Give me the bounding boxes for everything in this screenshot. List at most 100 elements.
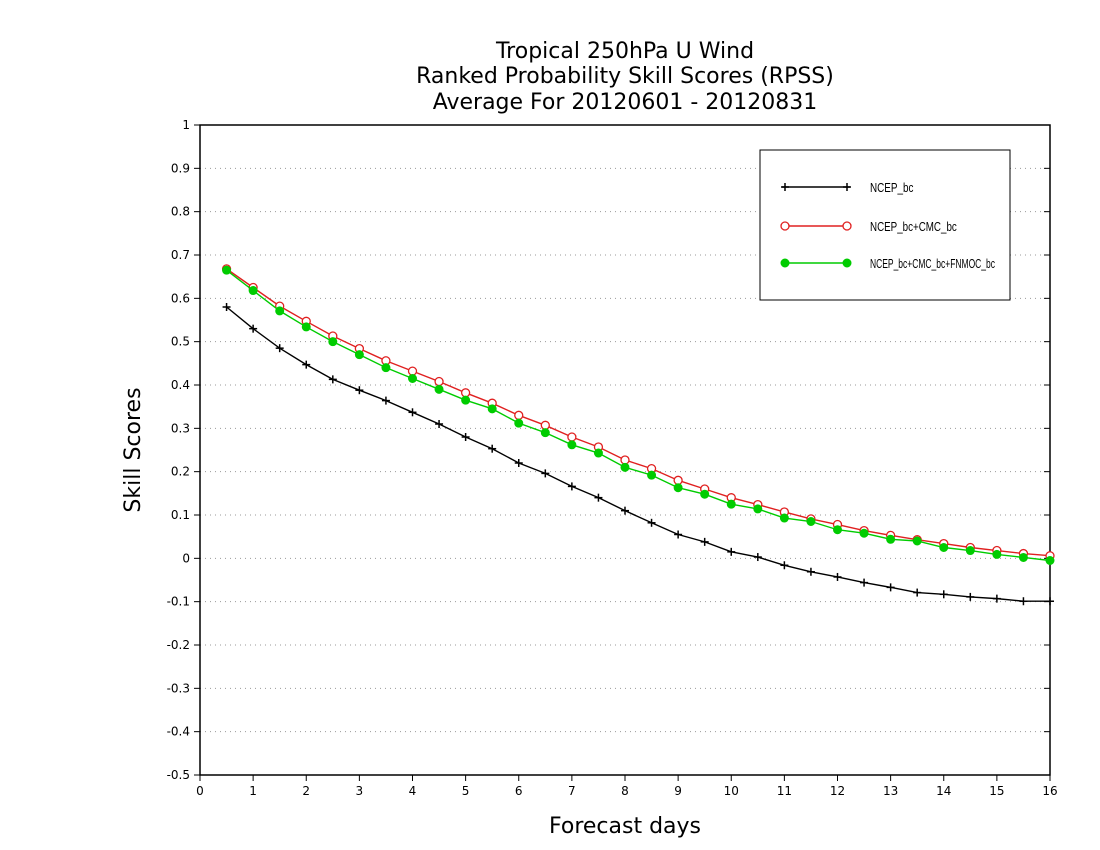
- data-point-plus: [843, 183, 851, 191]
- data-point-filled-circle: [514, 418, 524, 428]
- x-tick-label: 9: [674, 784, 682, 798]
- x-tick-label: 0: [196, 784, 204, 798]
- data-point-plus: [461, 433, 470, 441]
- data-point-plus: [381, 396, 390, 405]
- data-point-plus: [488, 444, 497, 453]
- data-point-filled-circle: [647, 470, 657, 480]
- data-point-plus: [594, 493, 603, 502]
- data-point-filled-circle: [842, 258, 852, 268]
- x-axis-label: Forecast days: [549, 814, 701, 839]
- x-tick-label: 3: [356, 784, 364, 798]
- series-ncep-bc-cmc-bc: [221, 264, 1055, 561]
- data-point-filled-circle: [354, 350, 364, 360]
- chart-title-line: Tropical 250hPa U Wind: [495, 39, 754, 64]
- x-tick-label: 8: [621, 784, 629, 798]
- data-point-filled-circle: [248, 286, 258, 296]
- data-series: [221, 264, 1055, 606]
- data-point-plus: [727, 547, 736, 556]
- data-point-filled-circle: [408, 374, 417, 383]
- legend-entry: NCEP_bc: [781, 180, 914, 195]
- y-tick-label: -0.1: [167, 595, 190, 609]
- y-tick-label: 0.2: [171, 465, 190, 479]
- data-point-plus: [1019, 597, 1028, 606]
- y-tick-label: -0.4: [167, 725, 190, 739]
- data-point-plus: [886, 583, 895, 592]
- data-point-plus: [753, 553, 762, 562]
- data-point-plus: [647, 518, 656, 527]
- y-tick-label: 0: [182, 551, 190, 565]
- data-point-filled-circle: [461, 395, 471, 405]
- data-point-open-circle: [567, 432, 577, 442]
- chart-title-line: Average For 20120601 - 20120831: [433, 90, 818, 115]
- x-tick-label: 12: [830, 784, 845, 798]
- data-point-open-circle: [434, 376, 444, 387]
- series-line: [226, 268, 1051, 557]
- data-point-filled-circle: [779, 513, 789, 523]
- data-point-filled-circle: [328, 337, 338, 347]
- y-tick-label: 0.3: [171, 421, 190, 435]
- legend-entry: NCEP_bc+CMC_bc: [780, 219, 957, 234]
- data-point-plus: [355, 386, 364, 395]
- legend-label: NCEP_bc+CMC_bc: [870, 219, 957, 234]
- legend-label: NCEP_bc+CMC_bc+FNMOC_bc: [870, 256, 995, 271]
- data-point-filled-circle: [806, 517, 816, 526]
- data-point-filled-circle: [434, 384, 444, 394]
- data-point-plus: [408, 408, 417, 417]
- data-point-filled-circle: [886, 534, 896, 544]
- x-tick-label: 13: [883, 784, 898, 798]
- y-tick-label: -0.5: [167, 768, 190, 782]
- data-point-filled-circle: [726, 499, 736, 509]
- y-tick-label: 0.7: [171, 248, 190, 262]
- axes: -0.5 -0.4 -0.3 -0.2 -0.1 0 0.1 0.2 0.3 0.4 0.5 0.6 0…: [121, 118, 1058, 839]
- y-tick-label: 0.5: [171, 335, 190, 349]
- data-point-plus: [833, 572, 842, 581]
- data-point-filled-circle: [965, 546, 975, 556]
- data-point-open-circle: [842, 221, 852, 231]
- data-point-plus: [806, 567, 815, 576]
- data-point-plus: [222, 303, 231, 311]
- data-point-filled-circle: [859, 528, 869, 538]
- data-point-plus: [939, 590, 948, 599]
- data-point-filled-circle: [593, 448, 603, 458]
- data-point-plus: [913, 588, 922, 597]
- data-point-filled-circle: [912, 536, 922, 546]
- data-point-filled-circle: [222, 265, 232, 275]
- data-point-plus: [700, 537, 709, 546]
- data-point-filled-circle: [1018, 552, 1028, 562]
- y-tick-label: 0.6: [171, 291, 190, 305]
- data-point-filled-circle: [833, 525, 842, 535]
- data-point-open-circle: [780, 221, 790, 231]
- data-point-filled-circle: [540, 428, 550, 438]
- data-point-plus: [1046, 597, 1054, 606]
- data-point-plus: [249, 324, 258, 333]
- data-point-filled-circle: [1045, 556, 1055, 565]
- chart-title-line: Ranked Probability Skill Scores (RPSS): [416, 64, 834, 89]
- data-point-plus: [780, 561, 789, 570]
- data-point-filled-circle: [620, 462, 630, 472]
- data-point-plus: [435, 420, 444, 428]
- data-point-filled-circle: [753, 504, 763, 514]
- data-point-plus: [302, 360, 311, 369]
- data-point-open-circle: [673, 475, 683, 485]
- data-point-open-circle: [514, 410, 524, 420]
- data-point-filled-circle: [275, 306, 285, 316]
- series-ncep-bc-cmc-bc-fnmoc-bc: [222, 265, 1055, 565]
- series-line: [226, 306, 1050, 602]
- x-tick-label: 16: [1042, 784, 1057, 798]
- x-tick-label: 7: [568, 784, 576, 798]
- x-tick-label: 6: [515, 784, 523, 798]
- x-tick-label: 15: [989, 784, 1004, 798]
- data-point-plus: [621, 506, 629, 515]
- data-point-filled-circle: [939, 543, 949, 552]
- data-point-filled-circle: [780, 258, 790, 268]
- data-point-plus: [966, 592, 975, 601]
- x-tick-label: 5: [462, 784, 470, 798]
- data-point-filled-circle: [301, 322, 311, 332]
- data-point-filled-circle: [487, 404, 497, 414]
- data-point-plus: [328, 375, 337, 384]
- x-tick-label: 4: [409, 784, 417, 798]
- data-point-filled-circle: [992, 549, 1002, 559]
